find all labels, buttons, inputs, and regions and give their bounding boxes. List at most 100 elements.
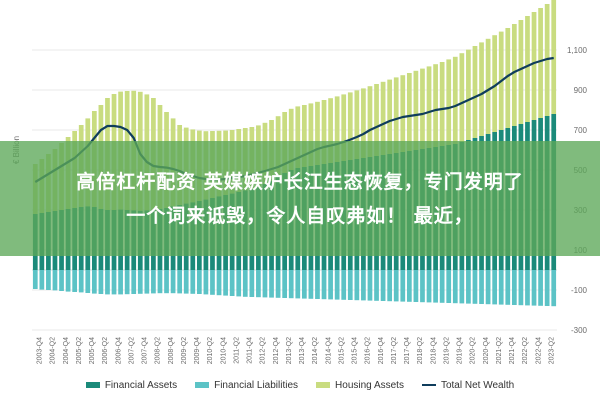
financial-liabilities-bar — [223, 270, 228, 296]
financial-liabilities-bar — [131, 270, 137, 294]
x-tick-label: 2004-Q4 — [63, 337, 70, 364]
legend-label-financial-liabilities: Financial Liabilities — [214, 379, 299, 391]
financial-liabilities-bar — [269, 270, 274, 298]
x-tick-label: 2017-Q2 — [391, 337, 398, 364]
x-tick-label: 2013-Q4 — [299, 337, 306, 364]
housing-assets-bar — [420, 68, 425, 149]
housing-assets-bar — [459, 53, 465, 143]
housing-assets-bar — [321, 100, 327, 164]
financial-liabilities-bar — [347, 270, 353, 300]
legend-swatch-financial-liabilities — [195, 382, 210, 388]
financial-liabilities-bar — [170, 270, 176, 294]
financial-liabilities-bar — [387, 270, 393, 302]
financial-liabilities-bar — [439, 270, 445, 303]
x-tick-label: 2022-Q4 — [535, 337, 542, 364]
financial-liabilities-bar — [505, 270, 511, 305]
housing-assets-bar — [341, 94, 347, 161]
financial-liabilities-bar — [518, 270, 524, 306]
x-tick-label: 2015-Q4 — [352, 337, 359, 364]
x-tick-label: 2009-Q4 — [194, 337, 201, 364]
housing-assets-bar — [538, 8, 543, 118]
housing-assets-bar — [406, 73, 412, 151]
x-tick-label: 2019-Q2 — [443, 337, 450, 364]
financial-liabilities-bar — [118, 270, 123, 295]
x-tick-label: 2019-Q4 — [457, 337, 464, 364]
x-tick-label: 2010-Q2 — [207, 337, 214, 364]
housing-assets-bar — [328, 98, 333, 163]
housing-assets-bar — [295, 106, 301, 168]
financial-liabilities-bar — [479, 270, 484, 304]
financial-liabilities-bar — [65, 270, 71, 292]
financial-liabilities-bar — [492, 270, 498, 305]
financial-liabilities-bar — [472, 270, 478, 304]
financial-liabilities-bar — [210, 270, 215, 295]
x-tick-label: 2014-Q4 — [325, 337, 332, 364]
x-tick-label: 2013-Q2 — [286, 337, 293, 364]
x-tick-label: 2007-Q2 — [128, 337, 135, 364]
financial-liabilities-bar — [544, 270, 550, 306]
financial-liabilities-bar — [91, 270, 97, 294]
legend-item-housing-assets: Housing Assets — [316, 380, 404, 391]
x-tick-label: 2018-Q4 — [430, 337, 437, 364]
housing-assets-bar — [518, 20, 524, 124]
housing-assets-bar — [354, 90, 360, 159]
chart-legend: Financial Assets Financial Liabilities H… — [0, 377, 600, 393]
housing-assets-bar — [551, 0, 557, 114]
financial-liabilities-bar — [59, 270, 64, 291]
x-tick-label: 2023-Q2 — [548, 337, 555, 364]
financial-liabilities-bar — [315, 270, 320, 299]
financial-liabilities-bar — [466, 270, 471, 304]
financial-liabilities-bar — [485, 270, 491, 305]
financial-liabilities-bar — [32, 270, 38, 289]
housing-assets-bar — [334, 96, 340, 162]
housing-assets-bar — [361, 88, 366, 158]
x-tick-label: 2006-Q4 — [115, 337, 122, 364]
housing-assets-bar — [426, 66, 432, 148]
financial-liabilities-bar — [538, 270, 543, 306]
financial-liabilities-bar — [203, 270, 209, 295]
housing-assets-bar — [525, 16, 530, 122]
housing-assets-bar — [531, 12, 537, 120]
x-tick-label: 2003-Q4 — [37, 337, 44, 364]
financial-liabilities-bar — [426, 270, 432, 303]
x-tick-label: 2007-Q4 — [142, 337, 149, 364]
financial-liabilities-bar — [105, 270, 110, 295]
financial-liabilities-bar — [177, 270, 183, 294]
x-tick-label: 2017-Q4 — [404, 337, 411, 364]
x-tick-label: 2010-Q4 — [220, 337, 227, 364]
financial-liabilities-bar — [321, 270, 327, 300]
financial-liabilities-bar — [406, 270, 412, 302]
financial-liabilities-bar — [354, 270, 360, 301]
financial-liabilities-bar — [164, 270, 169, 294]
financial-liabilities-bar — [72, 270, 78, 292]
housing-assets-bar — [472, 46, 478, 138]
housing-assets-bar — [380, 81, 386, 155]
x-tick-label: 2016-Q4 — [378, 337, 385, 364]
financial-liabilities-bar — [242, 270, 248, 297]
financial-liabilities-bar — [256, 270, 261, 298]
y-tick-label: -300 — [571, 326, 588, 335]
housing-assets-bar — [367, 86, 373, 157]
legend-swatch-financial-assets — [85, 382, 100, 388]
housing-assets-bar — [374, 84, 379, 156]
housing-assets-bar — [308, 103, 314, 166]
legend-line-total-net-wealth — [421, 384, 436, 386]
financial-liabilities-bar — [151, 270, 156, 294]
x-tick-label: 2009-Q2 — [181, 337, 188, 364]
housing-assets-bar — [400, 75, 406, 152]
x-tick-label: 2022-Q2 — [522, 337, 529, 364]
x-tick-label: 2006-Q2 — [102, 337, 109, 364]
financial-liabilities-bar — [413, 270, 419, 302]
financial-liabilities-bar — [393, 270, 399, 302]
housing-assets-bar — [433, 64, 438, 147]
legend-item-total-net-wealth: Total Net Wealth — [421, 380, 514, 391]
financial-liabilities-bar — [144, 270, 150, 294]
financial-liabilities-bar — [111, 270, 117, 295]
financial-liabilities-bar — [137, 270, 143, 294]
financial-liabilities-bar — [361, 270, 366, 301]
financial-liabilities-bar — [295, 270, 301, 299]
financial-liabilities-bar — [433, 270, 438, 303]
housing-assets-bar — [452, 56, 458, 144]
financial-liabilities-bar — [157, 270, 163, 294]
financial-liabilities-bar — [236, 270, 242, 297]
